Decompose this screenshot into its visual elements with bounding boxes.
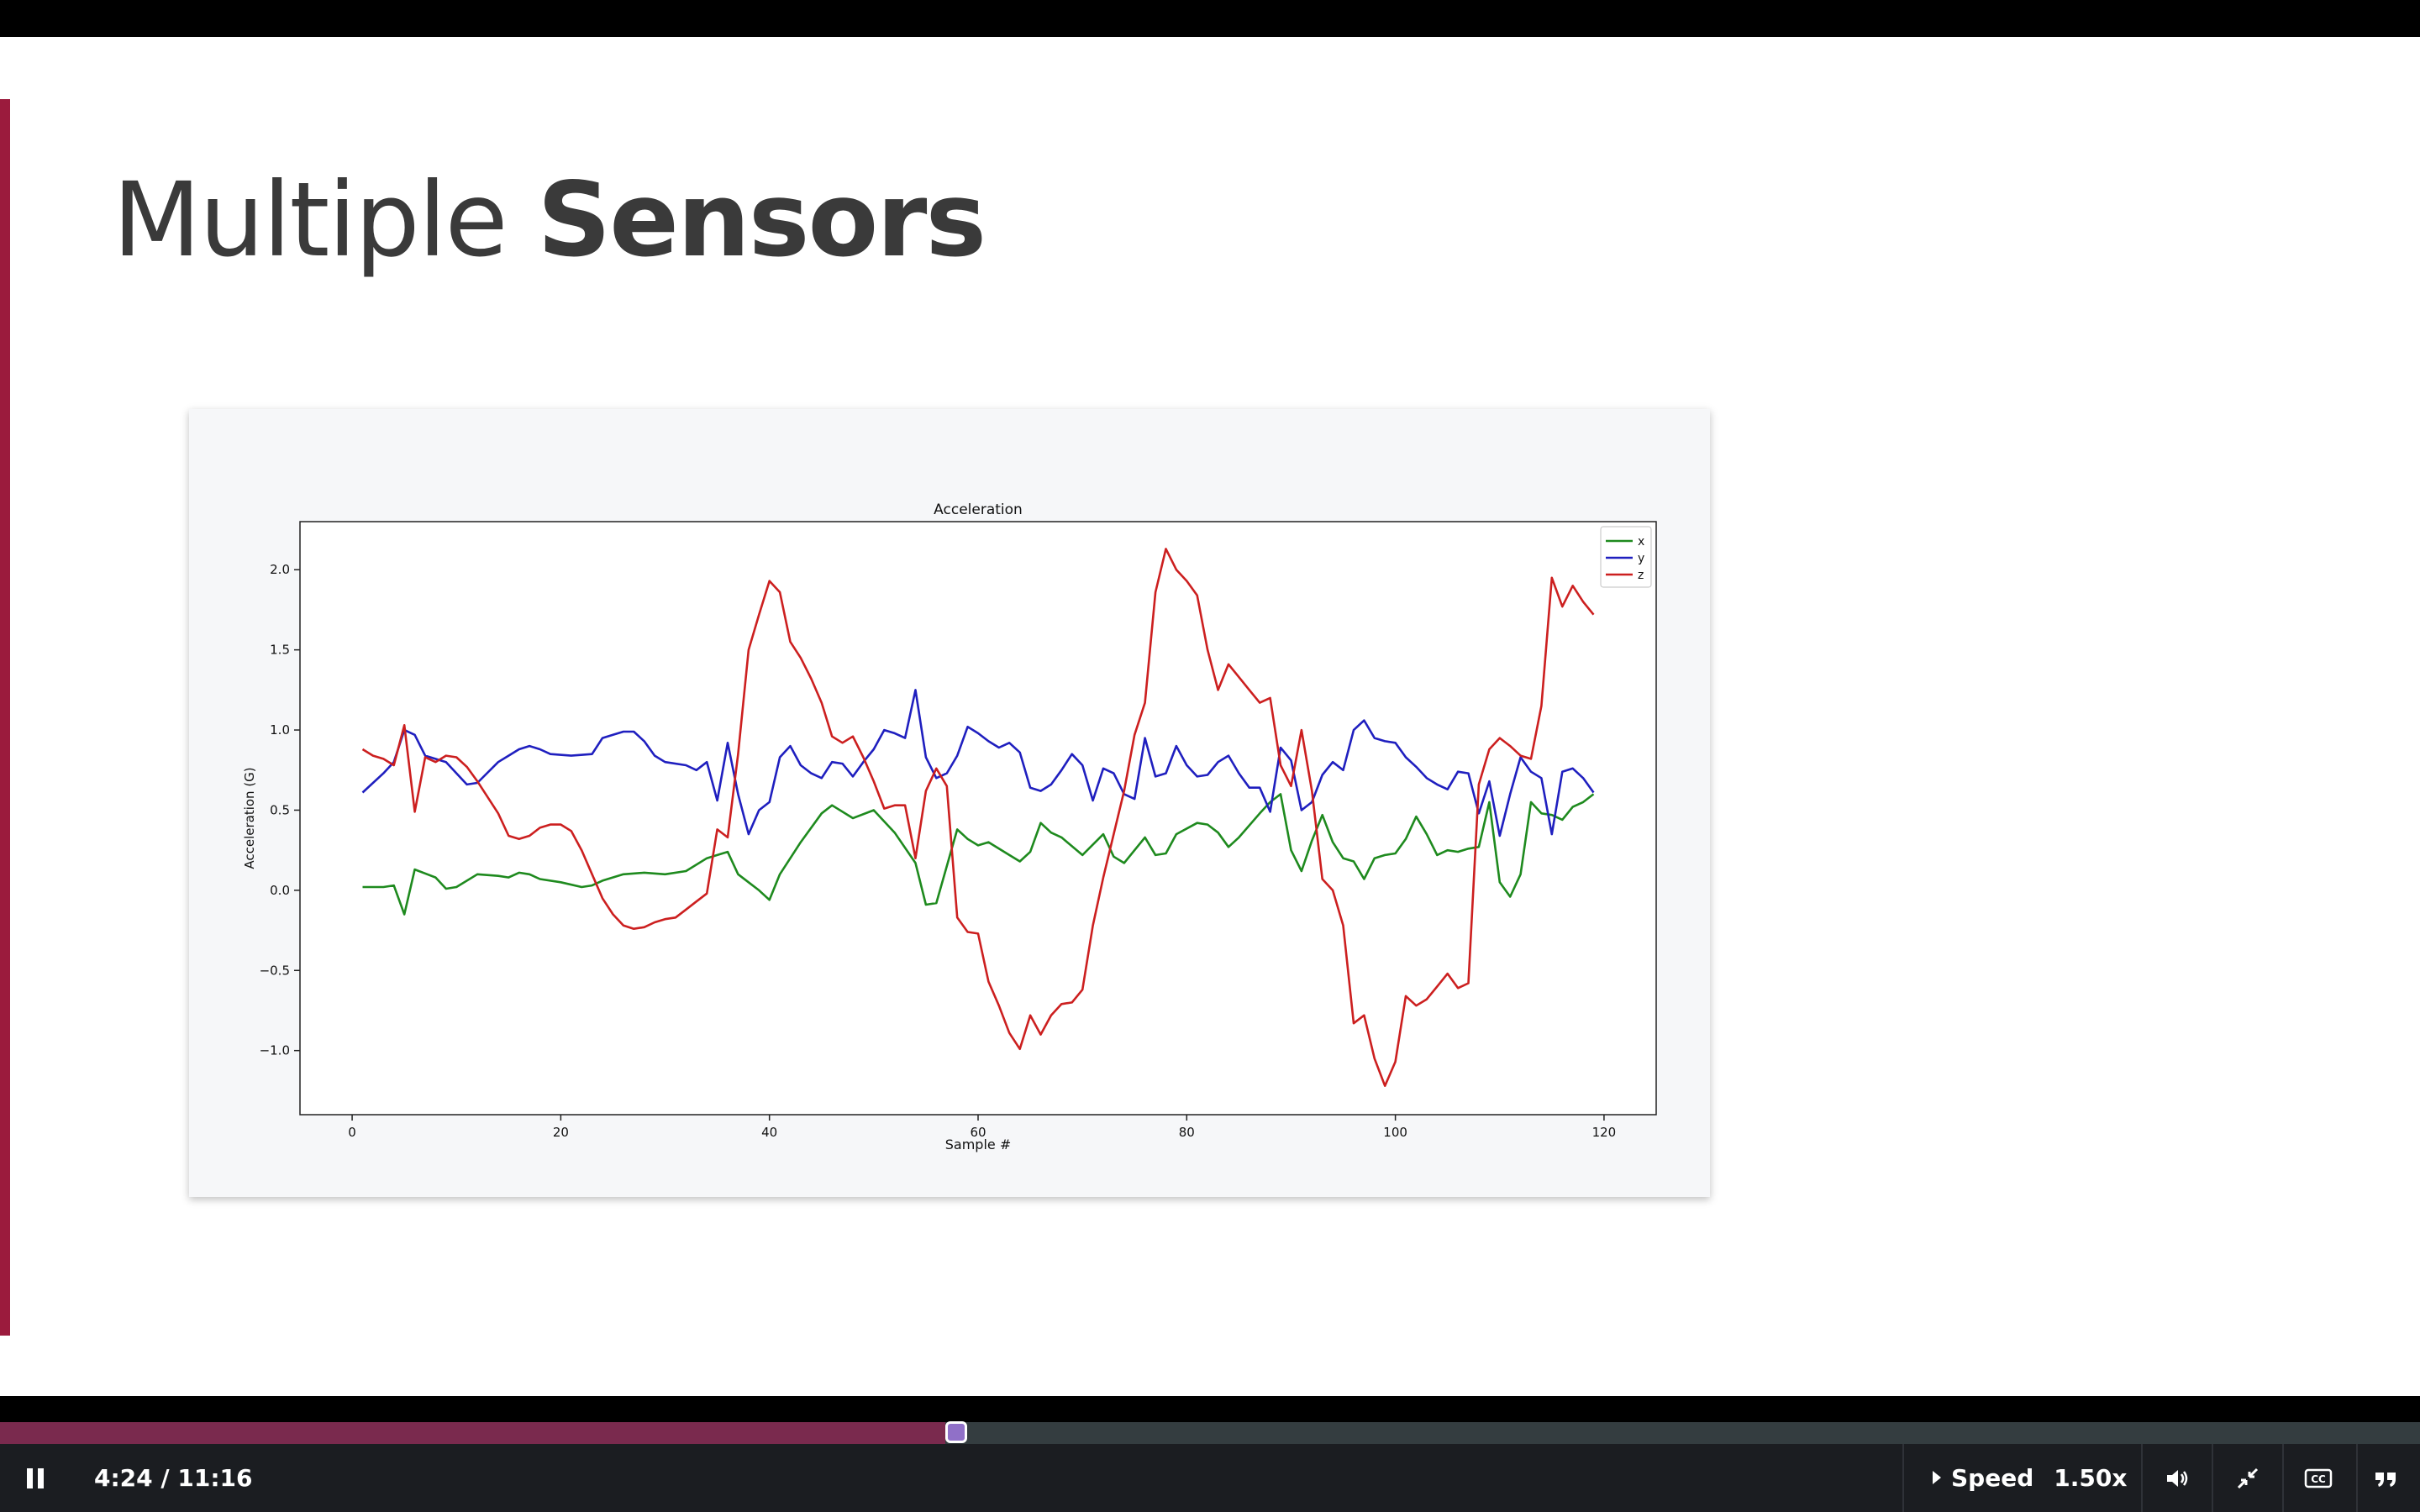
chart-figure: Acceleration Sample # Acceleration (G) 0…	[189, 409, 1710, 1197]
slide-accent-bar	[0, 99, 10, 1336]
x-tick-label: 60	[970, 1125, 986, 1140]
transcript-button[interactable]	[2361, 1444, 2412, 1512]
y-tick-label: 1.5	[270, 643, 290, 658]
acceleration-chart: Acceleration Sample # Acceleration (G) 0…	[242, 501, 1657, 1152]
legend-label-y: y	[1638, 552, 1644, 565]
player-controls: 4:24 / 11:16 Speed 1.50x CC	[0, 1444, 2420, 1512]
slide-title-bold: Sensors	[537, 160, 986, 280]
svg-text:CC: CC	[2311, 1473, 2326, 1485]
axis-ticks: 0 20 40 60 80 100 120 −1.0 −0.5 0.0 0.5 1.0 1.5 2.0	[260, 562, 1617, 1140]
series-line-z	[361, 548, 1595, 1087]
divider	[2282, 1444, 2284, 1512]
quote-icon	[2375, 1472, 2396, 1487]
speed-value: 1.50x	[2054, 1464, 2128, 1492]
y-tick-label: −0.5	[260, 963, 290, 978]
y-tick-label: 0.5	[270, 802, 290, 817]
pause-icon	[27, 1467, 33, 1488]
y-axis-label: Acceleration (G)	[242, 767, 257, 869]
y-tick-label: 0.0	[270, 883, 290, 898]
series-line-y	[361, 689, 1595, 837]
exit-fullscreen-icon	[2237, 1467, 2259, 1488]
x-tick-label: 100	[1383, 1125, 1407, 1140]
data-series	[361, 548, 1595, 1087]
plot-area	[299, 521, 1657, 1116]
closed-captions-icon: CC	[2304, 1468, 2333, 1488]
divider	[1902, 1444, 1904, 1512]
divider	[2141, 1444, 2143, 1512]
x-tick-label: 40	[761, 1125, 777, 1140]
y-tick-label: 1.0	[270, 722, 290, 738]
slide-title: Multiple Sensors	[113, 164, 986, 276]
time-display: 4:24 / 11:16	[94, 1464, 253, 1492]
slide-title-regular: Multiple	[113, 160, 508, 280]
exit-fullscreen-button[interactable]	[2223, 1444, 2273, 1512]
progress-played	[0, 1422, 945, 1444]
x-tick-label: 120	[1592, 1125, 1617, 1140]
speaker-icon	[2167, 1469, 2188, 1487]
speed-label: Speed	[1951, 1464, 2034, 1492]
closed-captions-button[interactable]: CC	[2293, 1444, 2344, 1512]
x-tick-label: 80	[1179, 1125, 1195, 1140]
pause-button[interactable]	[18, 1444, 52, 1512]
legend: xyz	[1600, 526, 1652, 588]
series-line-x	[362, 793, 1595, 916]
x-tick-label: 0	[348, 1125, 356, 1140]
y-tick-label: 2.0	[270, 562, 290, 577]
divider	[2356, 1444, 2358, 1512]
expand-triangle-icon	[1933, 1471, 1941, 1484]
legend-label-x: x	[1638, 535, 1644, 549]
volume-button[interactable]	[2152, 1444, 2202, 1512]
progress-knob[interactable]	[944, 1421, 967, 1443]
speed-button[interactable]: Speed 1.50x	[1933, 1444, 2127, 1512]
x-tick-label: 20	[553, 1125, 569, 1140]
y-tick-label: −1.0	[260, 1043, 290, 1058]
divider	[2212, 1444, 2213, 1512]
top-bar	[0, 0, 2420, 37]
pause-icon-bar	[38, 1467, 44, 1488]
legend-label-z: z	[1638, 569, 1644, 582]
x-axis-label: Sample #	[945, 1137, 1011, 1152]
chart-title: Acceleration	[934, 501, 1023, 518]
